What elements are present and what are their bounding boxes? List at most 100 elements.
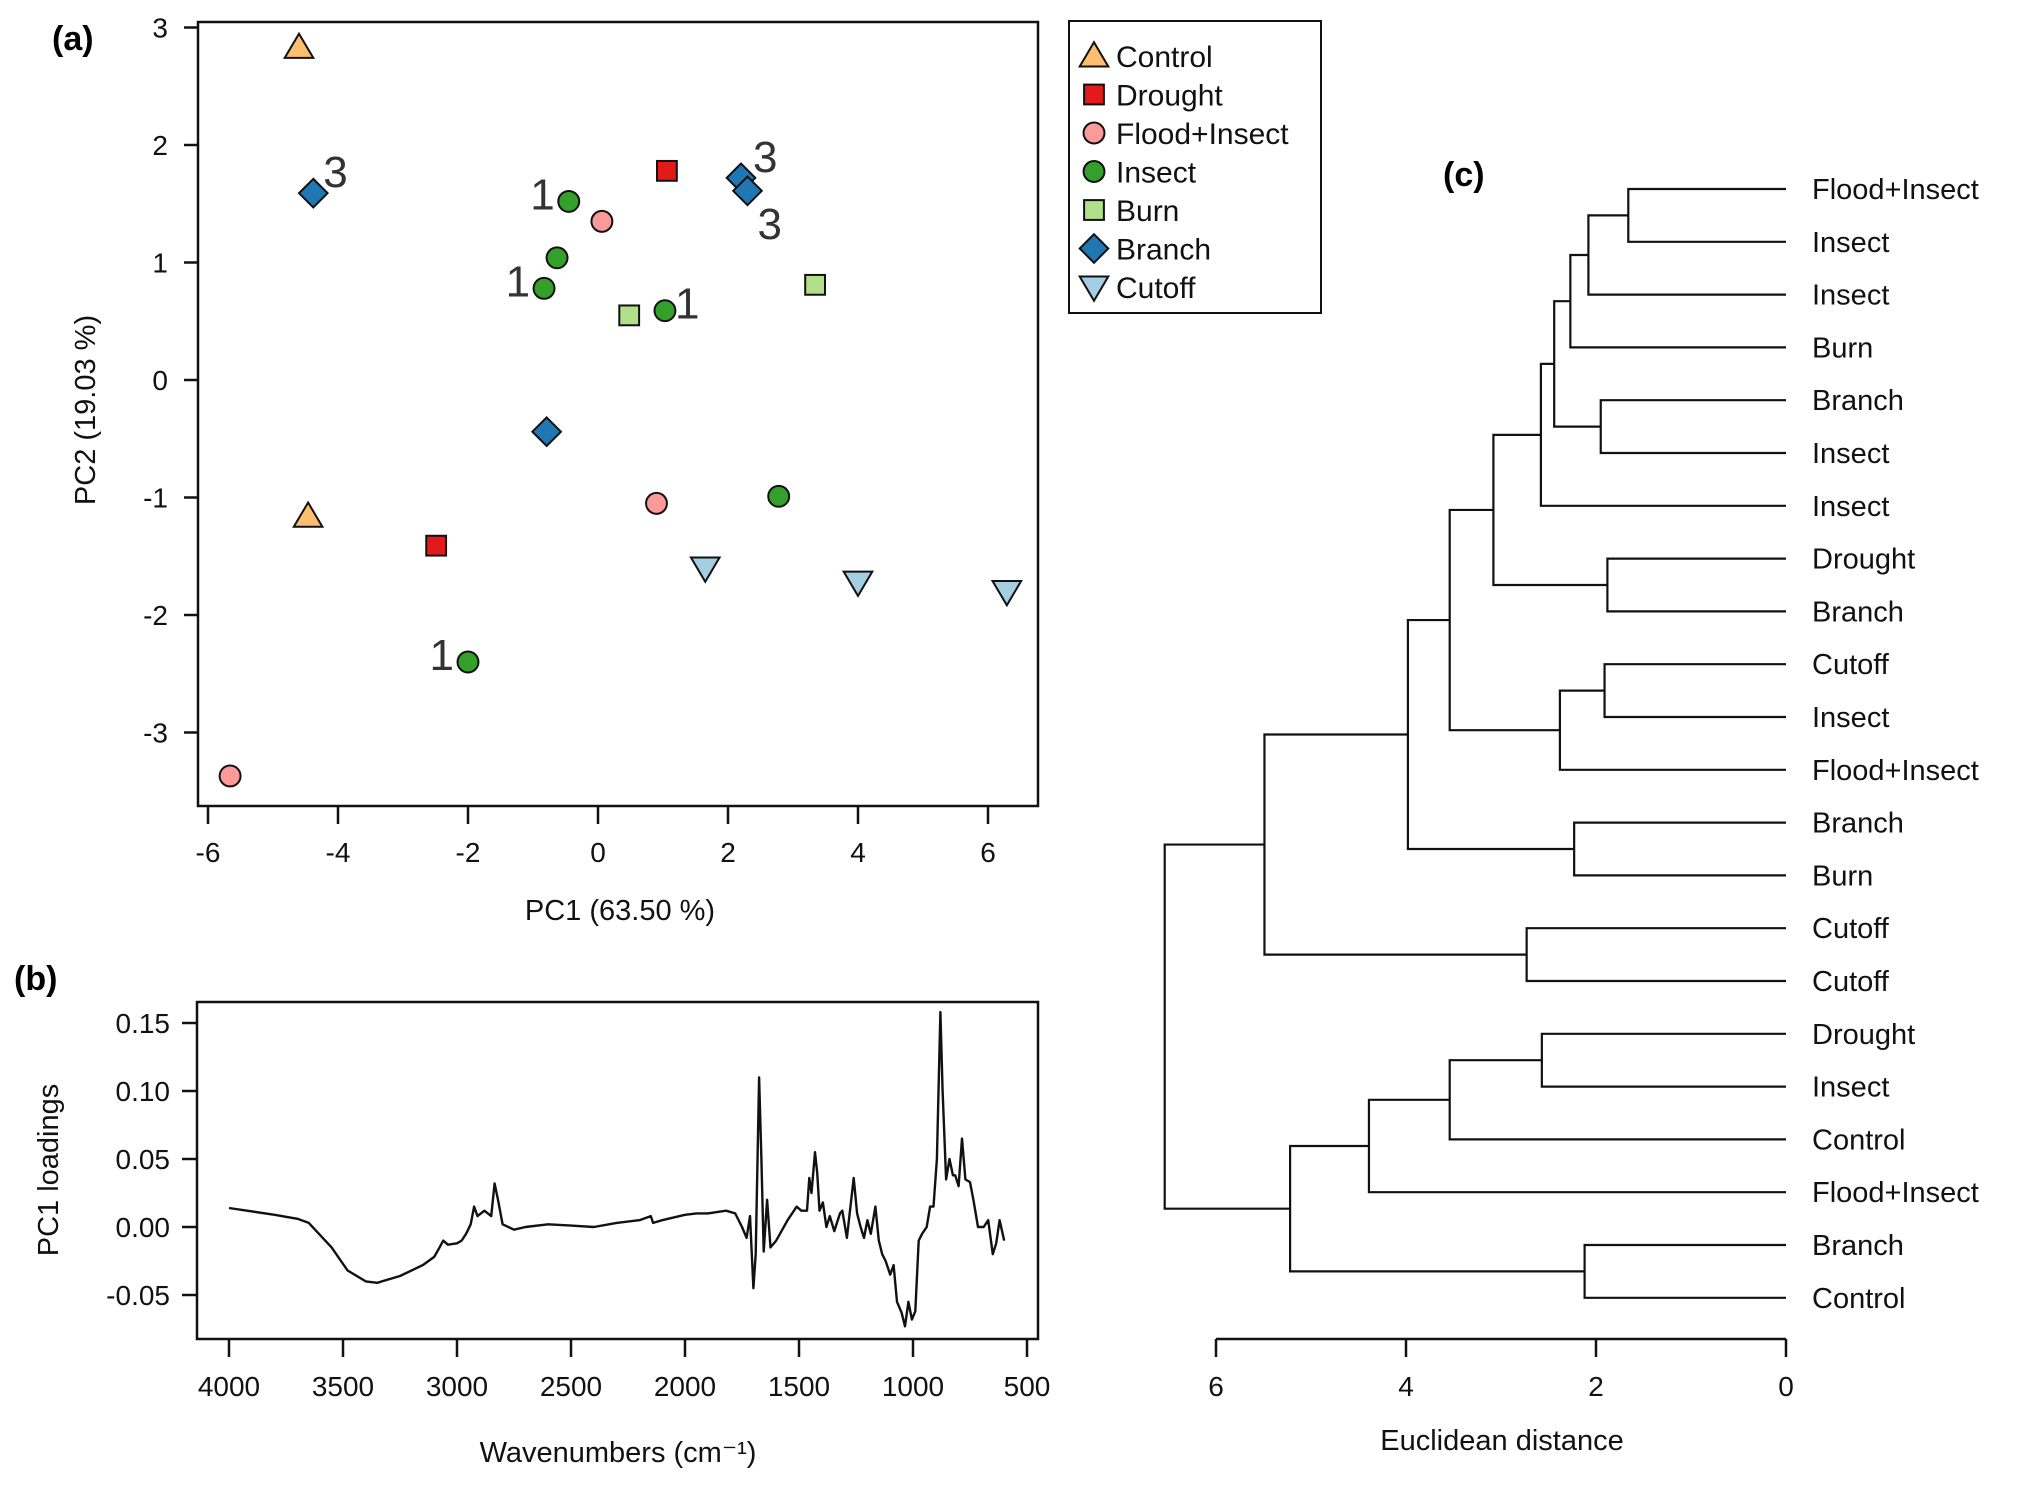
loadings-plot-frame <box>195 1000 1040 1341</box>
loadings-y-axis-title: PC1 loadings <box>33 1084 65 1257</box>
dendrogram-merge <box>1540 1032 1786 1088</box>
dendrogram-merge <box>1448 508 1560 732</box>
dendrogram-merge <box>1599 399 1786 455</box>
panel-label-a: (a) <box>52 20 94 58</box>
point-control <box>292 500 325 528</box>
dendrogram-x-axis: 6 4 2 0 <box>1208 1337 1794 1402</box>
legend-marker <box>1083 83 1105 106</box>
dendrogram-leaf-label: Insect <box>1812 491 1889 523</box>
point-annotation: 3 <box>758 200 782 249</box>
loadings-x-tick-label: 4000 <box>198 1371 260 1402</box>
pca-x-tick-label: 4 <box>850 837 866 868</box>
dendrogram-merge <box>1525 927 1786 983</box>
dendrogram-leaf-label: Insect <box>1812 227 1889 259</box>
pca-x-axis: -6 -4 -2 0 2 4 6 <box>196 806 996 868</box>
pca-y-tick-label: -1 <box>143 483 168 514</box>
dendrogram-merge <box>1163 843 1291 1210</box>
point-flood-insect <box>590 209 614 233</box>
legend-marker <box>1082 121 1106 145</box>
dendrogram-merge <box>1492 433 1608 587</box>
legend-item-flood-insect: Flood+Insect <box>1082 118 1289 151</box>
pc1-loadings-plot: 0.15 0.10 0.05 0.00 -0.05 4000 3500 3000 2500 20… <box>33 1000 1051 1469</box>
legend-marker <box>1077 275 1111 303</box>
dendrogram-merge <box>1583 1243 1786 1299</box>
loadings-y-tick-label: 0.15 <box>116 1008 171 1039</box>
point-insect <box>653 299 677 323</box>
point-insect <box>767 484 791 508</box>
dendrogram-leaf-label: Insect <box>1812 1072 1889 1104</box>
dendrogram-x-tick-label: 2 <box>1588 1371 1604 1402</box>
dendrogram-leaf-label: Cutoff <box>1812 913 1890 945</box>
point-insect <box>532 276 556 300</box>
panel-label-c: (c) <box>1443 156 1485 194</box>
dendrogram-leaf-label: Branch <box>1812 808 1904 840</box>
point-branch <box>530 415 563 448</box>
dendrogram-merge <box>1587 214 1786 296</box>
loadings-x-axis: 4000 3500 3000 2500 2000 1500 1000 500 <box>198 1339 1051 1402</box>
dendrogram-leaf-label: Cutoff <box>1812 649 1890 681</box>
loadings-x-tick-label: 500 <box>1004 1371 1051 1402</box>
panel-label-b: (b) <box>14 960 57 998</box>
legend: Control Drought Flood+Insect Insect Burn Bran… <box>1068 20 1322 314</box>
pca-y-tick-label: -3 <box>143 718 168 749</box>
legend-item-insect: Insect <box>1082 157 1197 190</box>
legend-label: Insect <box>1116 157 1197 190</box>
point-flood-insect <box>218 764 242 788</box>
dendrogram-branches <box>1163 187 1786 1299</box>
dendrogram-leaf-label: Flood+Insect <box>1812 755 1979 787</box>
legend-marker <box>1083 199 1105 221</box>
pca-y-axis: 3 2 1 0 -1 -2 -3 <box>143 13 198 749</box>
point-drought <box>425 534 448 557</box>
pca-y-tick-label: 0 <box>152 365 168 396</box>
point-annotation: 1 <box>506 257 530 306</box>
point-burn <box>618 304 641 327</box>
legend-label: Control <box>1116 41 1213 74</box>
dendrogram-x-tick-label: 6 <box>1208 1371 1224 1402</box>
loadings-y-tick-label: -0.05 <box>106 1280 170 1311</box>
dendrogram-x-axis-title: Euclidean distance <box>1380 1425 1623 1457</box>
pca-x-tick-label: -6 <box>196 837 221 868</box>
legend-item-drought: Drought <box>1083 80 1223 113</box>
pca-x-tick-label: 0 <box>590 837 606 868</box>
point-annotation: 1 <box>675 280 699 329</box>
point-annotation: 3 <box>753 133 777 182</box>
pca-y-tick-label: 1 <box>152 248 168 279</box>
loadings-y-axis: 0.15 0.10 0.05 0.00 -0.05 <box>106 1008 197 1311</box>
dendrogram-leaf-label: Insect <box>1812 438 1889 470</box>
loadings-y-tick-label: 0.00 <box>116 1212 171 1243</box>
dendrogram-leaf-label: Control <box>1812 1124 1906 1156</box>
legend-label: Branch <box>1116 234 1211 267</box>
pca-x-tick-label: -2 <box>456 837 481 868</box>
point-annotation: 3 <box>323 148 347 197</box>
dendrogram-merge <box>1289 1144 1585 1273</box>
dendrogram-merge <box>1406 618 1575 851</box>
dendrogram-leaf-label: Branch <box>1812 385 1904 417</box>
dendrogram-leaf-label: Drought <box>1812 544 1915 576</box>
dendrogram-leaf-label: Branch <box>1812 596 1904 628</box>
pca-x-axis-title: PC1 (63.50 %) <box>525 895 715 927</box>
loadings-x-tick-label: 1500 <box>768 1371 830 1402</box>
dendrogram-leaf-label: Flood+Insect <box>1812 174 1979 206</box>
dendrogram-leaf-label: Burn <box>1812 332 1873 364</box>
legend-label: Burn <box>1116 195 1179 228</box>
legend-box <box>1068 20 1322 314</box>
dendrogram-x-tick-label: 4 <box>1398 1371 1414 1402</box>
dendrogram-x-tick-label: 0 <box>1778 1371 1794 1402</box>
legend-marker <box>1077 40 1111 68</box>
legend-item-cutoff: Cutoff <box>1077 272 1196 305</box>
dendrogram-merge <box>1448 1059 1786 1141</box>
pca-y-axis-title: PC2 (19.03 %) <box>70 315 102 505</box>
dendrogram-leaf-label: Control <box>1812 1283 1906 1315</box>
dendrogram-merge <box>1553 300 1601 428</box>
point-insect <box>557 189 581 213</box>
dendrogram-leaf-label: Insect <box>1812 702 1889 734</box>
point-insect <box>456 650 480 674</box>
point-control <box>282 31 316 59</box>
loadings-x-tick-label: 3000 <box>426 1371 488 1402</box>
dendrogram-leaf-label: Cutoff <box>1812 966 1890 998</box>
loadings-x-tick-label: 2500 <box>540 1371 602 1402</box>
dendrogram-leaf-label: Burn <box>1812 860 1873 892</box>
pca-y-tick-label: -2 <box>143 600 168 631</box>
